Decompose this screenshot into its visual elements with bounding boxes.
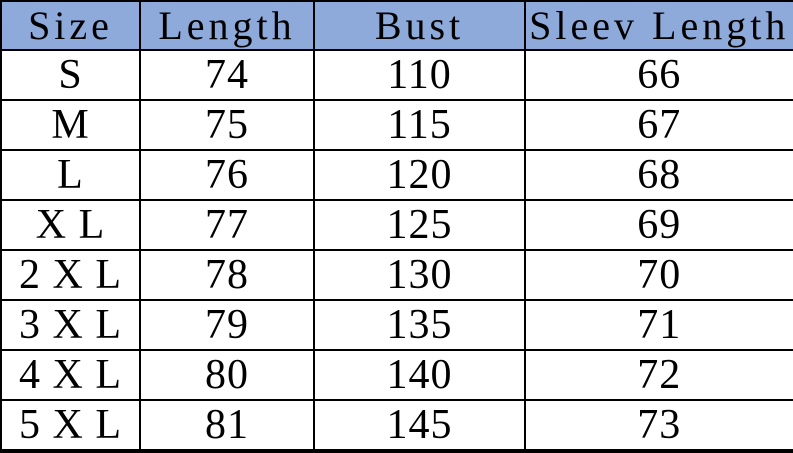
bust-cell: 110	[313, 49, 526, 101]
sleeve-length-cell: 71	[524, 299, 793, 351]
length-cell: 80	[139, 349, 315, 401]
size-cell: S	[0, 49, 141, 101]
sleeve-length-cell: 72	[524, 349, 793, 401]
size-cell: 4 X L	[0, 349, 141, 401]
header-cell-sleev-length: Sleev Length	[524, 0, 793, 51]
length-cell: 79	[139, 299, 315, 351]
table-row: 3 X L 79 135 71	[0, 299, 793, 351]
header-cell-size: Size	[0, 0, 141, 51]
length-cell: 76	[139, 149, 315, 201]
table-header: Size Length Bust Sleev Length	[0, 0, 793, 51]
sleeve-length-cell: 69	[524, 199, 793, 251]
table-row: 4 X L 80 140 72	[0, 349, 793, 401]
sleeve-length-cell: 68	[524, 149, 793, 201]
bust-cell: 120	[313, 149, 526, 201]
size-cell: 5 X L	[0, 399, 141, 452]
bust-cell: 135	[313, 299, 526, 351]
sleeve-length-cell: 73	[524, 399, 793, 452]
length-cell: 81	[139, 399, 315, 452]
size-cell: M	[0, 99, 141, 151]
sleeve-length-cell: 67	[524, 99, 793, 151]
header-cell-bust: Bust	[313, 0, 526, 51]
table-row: S 74 110 66	[0, 49, 793, 101]
sleeve-length-cell: 70	[524, 249, 793, 301]
bust-cell: 145	[313, 399, 526, 452]
length-cell: 74	[139, 49, 315, 101]
bust-cell: 140	[313, 349, 526, 401]
size-cell: 3 X L	[0, 299, 141, 351]
length-cell: 77	[139, 199, 315, 251]
length-cell: 78	[139, 249, 315, 301]
table-row: 5 X L 81 145 73	[0, 399, 793, 452]
size-cell: L	[0, 149, 141, 201]
table-row: L 76 120 68	[0, 149, 793, 201]
header-row: Size Length Bust Sleev Length	[0, 0, 793, 51]
bust-cell: 115	[313, 99, 526, 151]
header-cell-length: Length	[139, 0, 315, 51]
table-row: X L 77 125 69	[0, 199, 793, 251]
table-row: 2 X L 78 130 70	[0, 249, 793, 301]
bust-cell: 130	[313, 249, 526, 301]
size-cell: X L	[0, 199, 141, 251]
size-cell: 2 X L	[0, 249, 141, 301]
bust-cell: 125	[313, 199, 526, 251]
length-cell: 75	[139, 99, 315, 151]
table-row: M 75 115 67	[0, 99, 793, 151]
sleeve-length-cell: 66	[524, 49, 793, 101]
